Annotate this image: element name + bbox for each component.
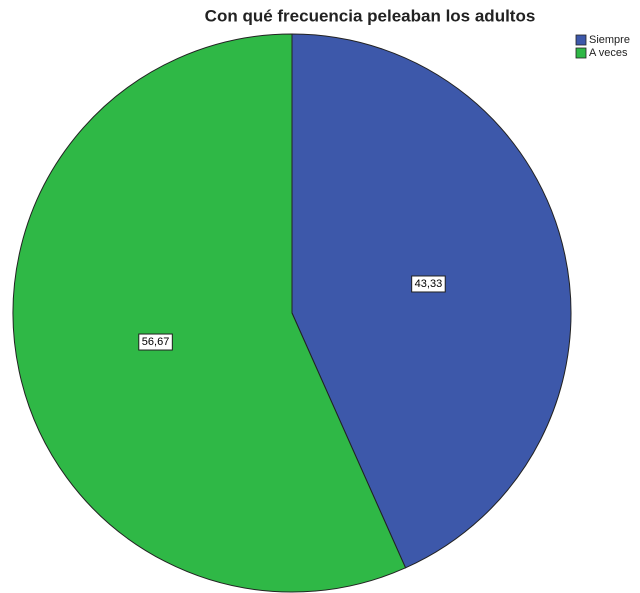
data-label-text: 56,67 [142,336,170,348]
data-label: 43,33 [411,275,446,293]
data-label: 56,67 [138,333,173,351]
legend-swatch [575,34,587,46]
legend-swatch [575,47,587,59]
data-label-box [138,333,173,351]
data-label-text: 43,33 [415,278,443,290]
data-label-box [411,275,446,293]
pie-slice [291,33,572,569]
pie-slice [12,33,407,593]
chart-title: Con qué frecuencia peleaban los adultos [205,6,536,25]
legend-label: A veces [589,47,628,59]
legend-label: Siempre [589,34,630,46]
